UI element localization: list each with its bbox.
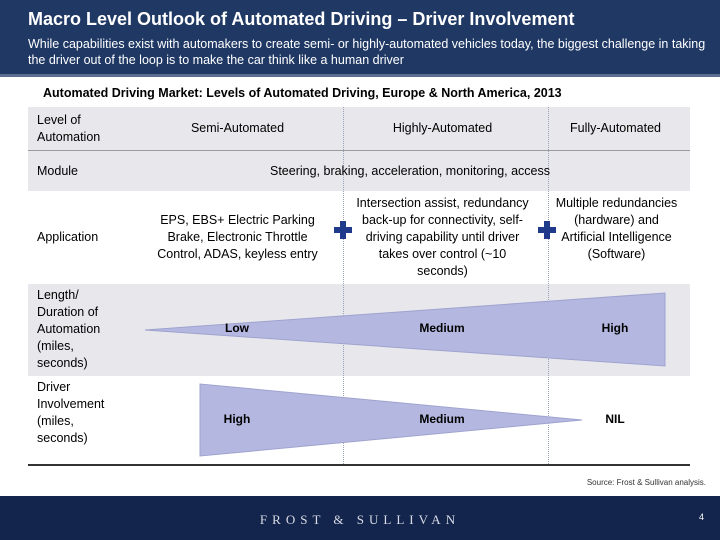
application-semi: EPS, EBS+ Electric Parking Brake, Electr… xyxy=(157,213,318,261)
module-row-band xyxy=(28,151,690,191)
driver-level-semi: High xyxy=(223,412,251,426)
plus-icon xyxy=(334,221,352,239)
brand-logo: FROST & SULLIVAN xyxy=(259,512,461,527)
row-label-application: Application xyxy=(37,230,99,244)
length-level-fully: High xyxy=(601,321,629,335)
row-label-level: Level of Automation xyxy=(37,113,101,144)
module-text: Steering, braking, acceleration, monitor… xyxy=(269,164,550,178)
length-increasing-wedge xyxy=(144,292,666,367)
application-highly: Intersection assist, redundancy back-up … xyxy=(356,196,529,278)
page-subtitle: While capabilities exist with automakers… xyxy=(28,37,706,67)
column-divider-2 xyxy=(548,107,549,464)
length-level-highly: Medium xyxy=(419,321,465,335)
row-label-driver: Driver Involvement (miles, seconds) xyxy=(37,380,105,445)
application-fully: Multiple redundancies (hardware) and Art… xyxy=(555,196,678,261)
bottom-rule xyxy=(28,464,690,466)
column-header-semi: Semi-Automated xyxy=(190,121,285,135)
source-note: Source: Frost & Sullivan analysis. xyxy=(586,478,706,487)
header-divider xyxy=(28,150,690,151)
header-row-band xyxy=(28,107,690,150)
driver-decreasing-wedge xyxy=(199,383,583,457)
page-title: Macro Level Outlook of Automated Driving… xyxy=(28,9,575,29)
footer-bar: FROST & SULLIVAN 4 xyxy=(0,496,720,540)
page-number: 4 xyxy=(698,512,704,522)
row-label-module: Module xyxy=(37,164,78,178)
driver-level-fully: NIL xyxy=(605,412,625,426)
market-title: Automated Driving Market: Levels of Auto… xyxy=(43,86,562,100)
column-divider-1 xyxy=(343,107,344,464)
length-level-semi: Low xyxy=(225,321,249,335)
header-banner: Macro Level Outlook of Automated Driving… xyxy=(0,0,720,77)
column-header-highly: Highly-Automated xyxy=(392,121,493,135)
driver-level-highly: Medium xyxy=(419,412,465,426)
row-label-length: Length/ Duration of Automation (miles, s… xyxy=(37,288,101,370)
plus-icon xyxy=(538,221,556,239)
column-header-fully: Fully-Automated xyxy=(569,121,661,135)
